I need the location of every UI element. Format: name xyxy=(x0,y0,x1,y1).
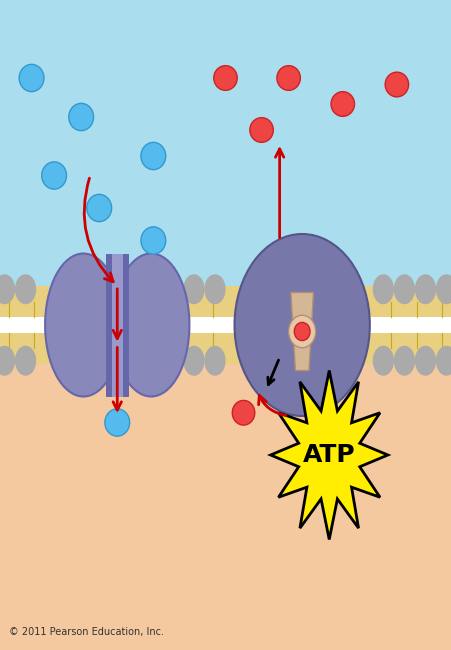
Ellipse shape xyxy=(250,118,273,142)
Circle shape xyxy=(395,275,414,304)
Ellipse shape xyxy=(331,92,354,116)
Text: © 2011 Pearson Education, Inc.: © 2011 Pearson Education, Inc. xyxy=(9,627,164,637)
Circle shape xyxy=(205,275,225,304)
Ellipse shape xyxy=(45,254,122,396)
Ellipse shape xyxy=(105,409,130,436)
Circle shape xyxy=(395,346,414,375)
Circle shape xyxy=(415,275,435,304)
Polygon shape xyxy=(291,292,313,370)
Ellipse shape xyxy=(141,142,166,170)
Circle shape xyxy=(184,275,204,304)
Bar xyxy=(112,254,123,396)
Ellipse shape xyxy=(19,64,44,92)
Circle shape xyxy=(437,346,451,375)
Circle shape xyxy=(205,346,225,375)
Circle shape xyxy=(16,346,36,375)
Ellipse shape xyxy=(295,322,310,341)
Ellipse shape xyxy=(235,234,370,416)
Ellipse shape xyxy=(289,315,316,348)
Ellipse shape xyxy=(277,66,300,90)
Circle shape xyxy=(16,275,36,304)
Text: ATP: ATP xyxy=(303,443,355,467)
Ellipse shape xyxy=(87,194,112,222)
Bar xyxy=(0,286,451,364)
Ellipse shape xyxy=(141,227,166,254)
Circle shape xyxy=(437,275,451,304)
Ellipse shape xyxy=(113,254,189,396)
Bar xyxy=(0,317,451,333)
Circle shape xyxy=(373,346,393,375)
Bar xyxy=(106,254,129,396)
Ellipse shape xyxy=(232,400,255,425)
Ellipse shape xyxy=(69,103,94,131)
Circle shape xyxy=(0,275,14,304)
Bar xyxy=(0,286,451,650)
Ellipse shape xyxy=(41,162,67,189)
Ellipse shape xyxy=(214,66,237,90)
Circle shape xyxy=(184,346,204,375)
Ellipse shape xyxy=(385,72,409,97)
Circle shape xyxy=(415,346,435,375)
Circle shape xyxy=(0,346,14,375)
Circle shape xyxy=(373,275,393,304)
Polygon shape xyxy=(271,370,388,540)
Bar xyxy=(0,0,451,364)
